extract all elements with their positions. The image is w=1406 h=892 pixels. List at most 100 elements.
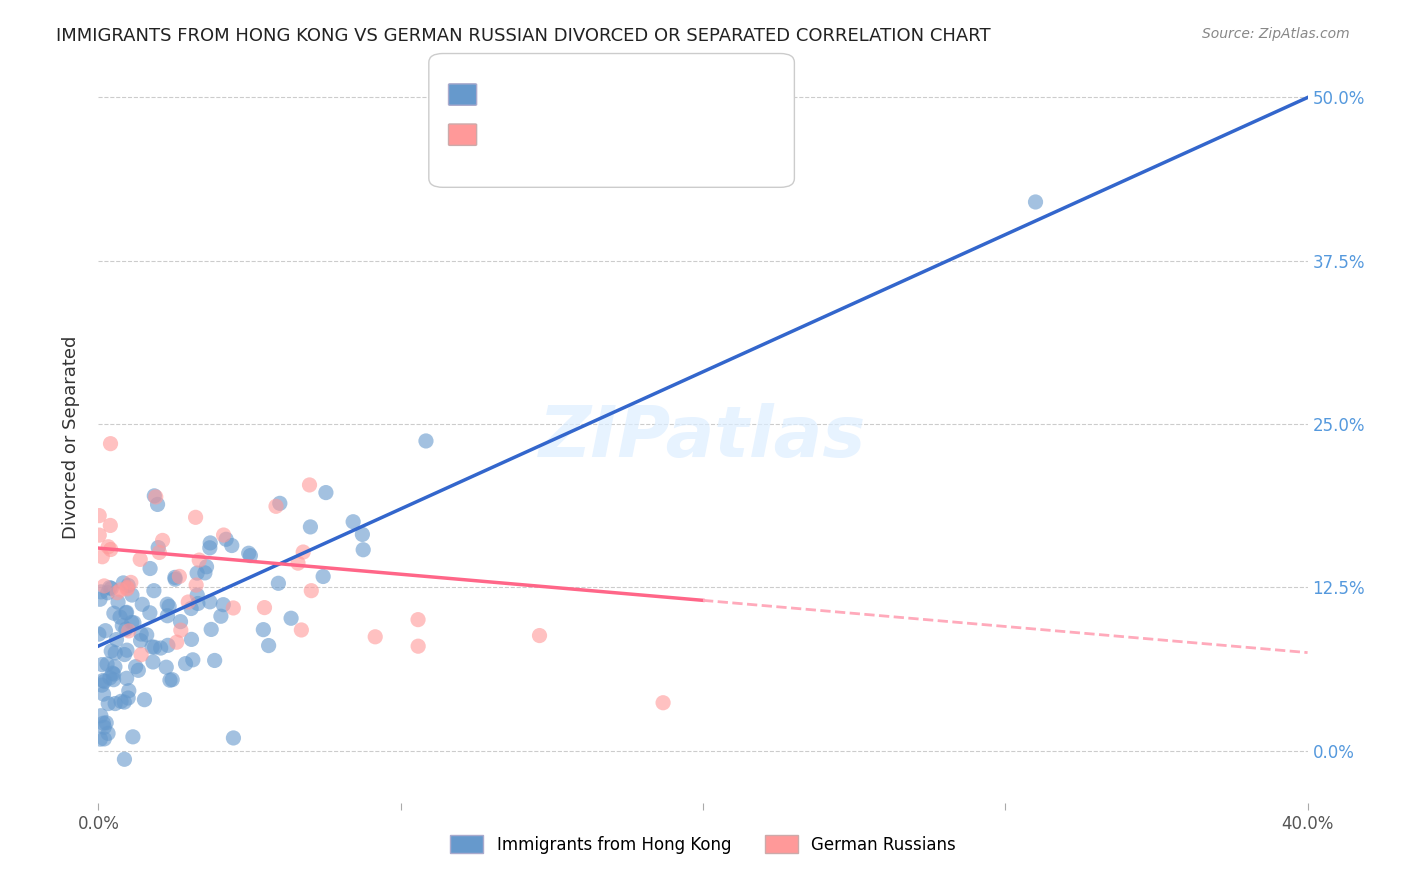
Point: [253, 600, 276, 615]
Point: [121, 615, 143, 630]
Point: [91, 657, 114, 672]
Point: [114, 648, 136, 662]
Point: [108, 610, 131, 624]
Point: [129, 552, 152, 566]
Point: [96, 715, 118, 730]
Point: [139, 561, 162, 575]
Point: [215, 533, 238, 547]
Point: [156, 608, 179, 623]
Point: [180, 601, 202, 615]
Point: [204, 653, 226, 667]
Point: [198, 541, 221, 555]
Point: [198, 595, 221, 609]
Point: [209, 609, 232, 624]
Point: [96, 657, 118, 672]
Point: [103, 606, 125, 620]
Point: [264, 500, 287, 514]
Point: [139, 606, 162, 620]
Point: [1024, 194, 1046, 209]
Point: [110, 582, 132, 597]
Point: [94, 624, 117, 638]
Point: [90, 708, 112, 723]
Point: [115, 582, 138, 596]
Point: [93, 720, 115, 734]
Point: [115, 643, 138, 657]
Point: [98, 581, 121, 595]
Point: [114, 622, 136, 636]
Point: [299, 583, 322, 598]
Point: [122, 730, 145, 744]
Point: [156, 638, 179, 652]
Point: [156, 597, 179, 611]
Point: [114, 752, 136, 766]
Point: [143, 640, 166, 655]
Point: [187, 597, 209, 611]
Point: [312, 569, 335, 583]
Point: [117, 691, 139, 706]
Point: [100, 644, 122, 658]
Point: [105, 632, 128, 647]
Point: [129, 633, 152, 648]
Point: [148, 541, 170, 555]
Legend: Immigrants from Hong Kong, German Russians: Immigrants from Hong Kong, German Russia…: [443, 829, 963, 860]
Point: [221, 539, 243, 553]
Point: [406, 639, 429, 653]
Point: [212, 598, 235, 612]
Point: [135, 628, 157, 642]
Point: [188, 553, 211, 567]
Text: R = -0.173    N =  40: R = -0.173 N = 40: [464, 125, 673, 143]
Point: [141, 640, 163, 654]
Point: [184, 510, 207, 524]
Point: [267, 576, 290, 591]
Point: [103, 673, 125, 687]
Point: [222, 731, 245, 745]
Point: [149, 641, 172, 656]
Point: [146, 498, 169, 512]
Point: [129, 627, 152, 641]
Point: [143, 489, 166, 503]
Point: [181, 653, 204, 667]
Point: [97, 697, 120, 711]
Point: [100, 542, 122, 557]
Point: [269, 496, 291, 510]
Point: [115, 605, 138, 619]
Point: [148, 545, 170, 559]
Point: [159, 673, 181, 688]
Point: [89, 732, 111, 747]
Text: IMMIGRANTS FROM HONG KONG VS GERMAN RUSSIAN DIVORCED OR SEPARATED CORRELATION CH: IMMIGRANTS FROM HONG KONG VS GERMAN RUSS…: [56, 27, 991, 45]
Point: [97, 726, 120, 740]
Point: [122, 615, 145, 630]
Point: [222, 601, 245, 615]
Point: [287, 556, 309, 570]
Point: [98, 518, 121, 533]
Point: [117, 578, 139, 592]
Point: [292, 545, 315, 559]
Point: [121, 588, 143, 602]
Y-axis label: Divorced or Separated: Divorced or Separated: [62, 335, 80, 539]
Point: [91, 549, 114, 564]
Point: [200, 536, 222, 550]
Point: [257, 639, 280, 653]
Text: Source: ZipAtlas.com: Source: ZipAtlas.com: [1202, 27, 1350, 41]
Point: [342, 515, 364, 529]
Point: [145, 490, 167, 504]
Point: [118, 683, 141, 698]
Point: [142, 583, 165, 598]
Point: [93, 579, 115, 593]
Point: [298, 478, 321, 492]
Point: [155, 660, 177, 674]
Point: [299, 520, 322, 534]
Point: [352, 542, 374, 557]
Point: [364, 630, 387, 644]
Point: [238, 546, 260, 560]
Point: [118, 624, 141, 638]
Point: [186, 588, 208, 602]
Point: [142, 655, 165, 669]
Point: [652, 696, 675, 710]
Point: [157, 599, 180, 614]
Point: [177, 595, 200, 609]
Point: [117, 581, 139, 595]
Point: [93, 731, 115, 746]
Point: [89, 592, 111, 607]
Point: [169, 569, 191, 583]
